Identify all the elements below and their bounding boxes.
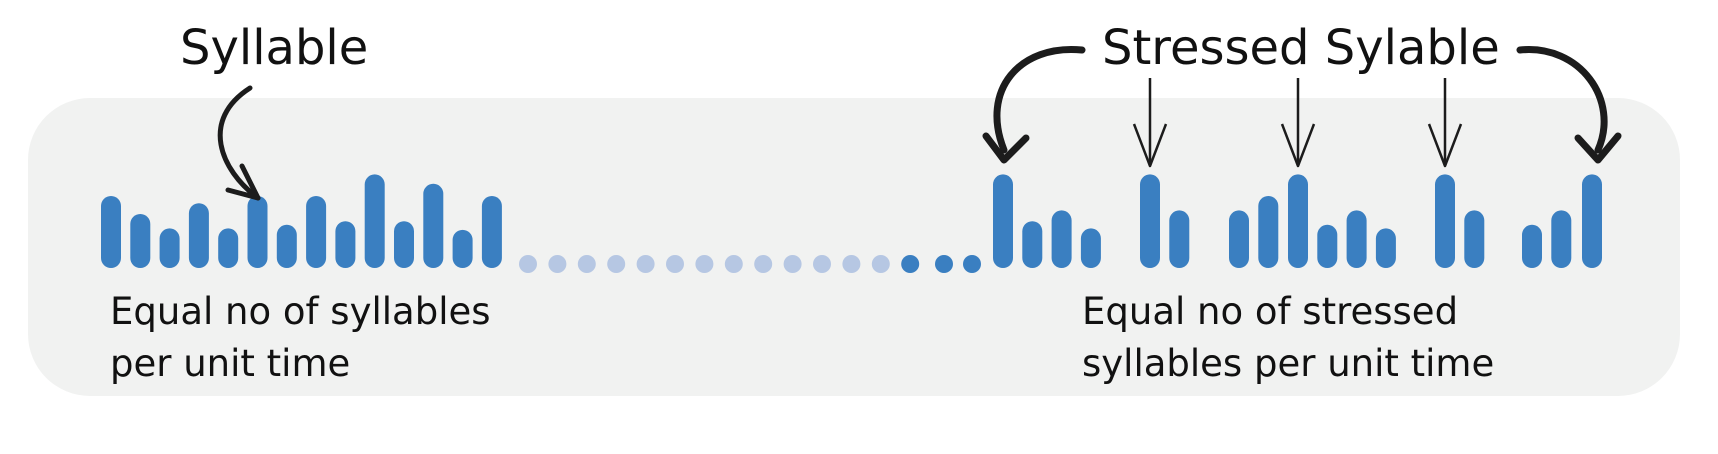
syllable-bar	[453, 230, 473, 268]
syllable-bar	[218, 228, 238, 268]
stressed-arrow-left	[986, 49, 1082, 160]
syllable-bar	[1551, 210, 1571, 268]
stressed-syllable-label: Stressed Sylable	[1102, 24, 1500, 72]
stressed-syllable-bar	[1288, 174, 1308, 268]
syllable-bar	[335, 221, 355, 268]
pause-dot	[842, 255, 860, 273]
pause-dot	[666, 255, 684, 273]
pause-dot	[725, 255, 743, 273]
left-caption-line-1: Equal no of syllables	[110, 286, 491, 338]
right-caption: Equal no of stressed syllables per unit …	[1082, 286, 1494, 390]
pause-dots	[519, 255, 981, 273]
stressed-syllable-bar	[1140, 174, 1160, 268]
syllable-bar	[277, 225, 297, 268]
pause-dot	[872, 255, 890, 273]
syllable-bar	[1169, 210, 1189, 268]
syllable-bar	[1052, 210, 1072, 268]
syllable-bar	[394, 221, 414, 268]
pause-dot	[813, 255, 831, 273]
pause-dot	[935, 255, 953, 273]
syllable-arrow	[220, 88, 258, 198]
right-caption-line-2: syllables per unit time	[1082, 338, 1494, 390]
stressed-syllable-bar	[993, 174, 1013, 268]
syllable-bar	[248, 196, 268, 268]
syllable-bar	[160, 228, 180, 268]
stressed-syllable-bar	[1582, 174, 1602, 268]
syllable-bar	[1229, 210, 1249, 268]
syllable-bars	[101, 174, 502, 268]
syllable-bar	[482, 196, 502, 268]
pause-dot	[963, 255, 981, 273]
syllable-bar	[423, 184, 443, 268]
syllable-bar	[365, 174, 385, 268]
pause-dot	[695, 255, 713, 273]
syllable-bar	[189, 203, 209, 268]
syllable-label: Syllable	[180, 24, 368, 72]
pause-dot	[637, 255, 655, 273]
pause-dot	[578, 255, 596, 273]
stressed-bars	[993, 174, 1602, 268]
pause-dot	[754, 255, 772, 273]
syllable-bar	[1376, 228, 1396, 268]
stressed-pointer-3	[1429, 78, 1461, 166]
pause-dot	[901, 255, 919, 273]
syllable-bar	[1522, 225, 1542, 268]
stressed-syllable-bar	[1435, 174, 1455, 268]
syllable-bar	[1258, 196, 1278, 268]
pause-dot	[519, 255, 537, 273]
syllable-bar	[1081, 228, 1101, 268]
syllable-bar	[1317, 225, 1337, 268]
syllable-bar	[1022, 221, 1042, 268]
right-caption-line-1: Equal no of stressed	[1082, 286, 1494, 338]
pause-dot	[607, 255, 625, 273]
syllable-bar	[130, 214, 150, 268]
syllable-bar	[306, 196, 326, 268]
stressed-pointer-1	[1134, 78, 1166, 166]
stressed-pointer-2	[1282, 78, 1314, 166]
syllable-bar	[1347, 210, 1367, 268]
left-caption: Equal no of syllables per unit time	[110, 286, 491, 390]
left-caption-line-2: per unit time	[110, 338, 491, 390]
syllable-bar	[1464, 210, 1484, 268]
stressed-arrow-right	[1520, 50, 1618, 160]
pause-dot	[784, 255, 802, 273]
pause-dot	[548, 255, 566, 273]
syllable-bar	[101, 196, 121, 268]
